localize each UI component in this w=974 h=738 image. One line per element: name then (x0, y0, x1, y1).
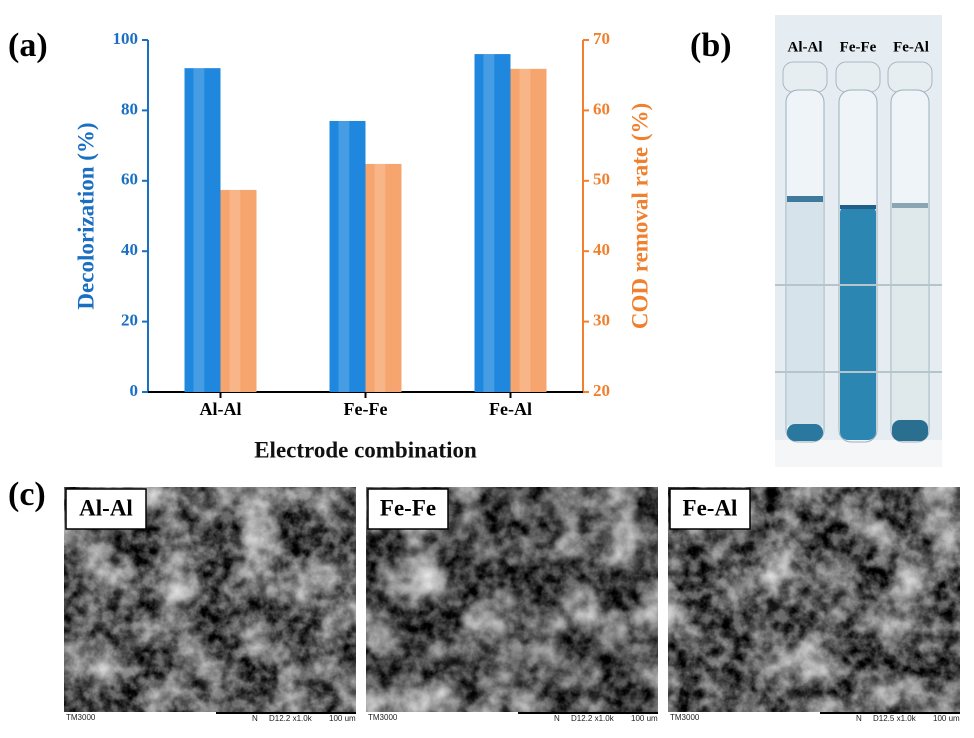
bar (365, 163, 402, 392)
sem-label: Fe-Fe (380, 495, 436, 520)
sem-footer-text: N (554, 714, 560, 723)
bar-highlight (193, 68, 205, 392)
y-tick-label: 20 (121, 311, 138, 330)
bar (329, 120, 366, 393)
panel-label: (b) (690, 27, 732, 64)
bar-highlight (519, 68, 531, 392)
sem-label-box (367, 488, 449, 530)
sem-footer-text: 100 um (631, 714, 658, 723)
sem-footer (64, 712, 356, 726)
sem-label: Al-Al (79, 495, 133, 520)
tube (835, 61, 881, 443)
sem-footer-text: D12.2 x1.0k (571, 714, 615, 723)
tube (782, 61, 828, 443)
panel-label: (c) (8, 476, 46, 513)
sem-panel: Al-Al TM3000 N D12.2 x1.0k 100 um Fe-Fe TM3000… (64, 487, 960, 726)
y2-tick-label: 40 (593, 240, 610, 259)
x-axis-title: Electrode combination (254, 437, 477, 462)
x-tick-label: Fe-Al (489, 399, 532, 419)
sem-footer-text: TM3000 (670, 713, 700, 722)
tube-label: Fe-Al (893, 39, 929, 55)
y2-tick-label: 60 (593, 99, 610, 118)
y-tick-label: 100 (113, 29, 139, 48)
bar (220, 189, 257, 392)
sem-footer-text: D12.2 x1.0k (269, 714, 313, 723)
sem-footer-text: N (252, 714, 258, 723)
tube-label: Al-Al (788, 39, 823, 55)
sem-label-box (669, 488, 751, 530)
y-tick-label: 60 (121, 170, 138, 189)
bar (184, 68, 221, 392)
y2-axis-title: COD removal rate (%) (627, 103, 652, 329)
y2-tick-label: 30 (593, 311, 610, 330)
bar-highlight (374, 163, 386, 392)
bar (474, 54, 511, 392)
bar-highlight (338, 120, 350, 393)
sem-footer (366, 712, 658, 726)
x-tick-label: Fe-Fe (344, 399, 388, 419)
sem-footer-text: TM3000 (66, 713, 96, 722)
y2-tick-label: 70 (593, 29, 610, 48)
y-tick-label: 40 (121, 240, 138, 259)
panel-label: (a) (8, 27, 48, 64)
y2-tick-label: 50 (593, 170, 610, 189)
bar-chart: 0 20 40 60 80 100 20 30 40 50 60 70 Decolorization (… (73, 29, 652, 462)
sem-footer-text: N (856, 714, 862, 723)
y-axis-title: Decolorization (%) (73, 122, 98, 309)
sem-label: Fe-Al (683, 495, 738, 520)
sem-footer-text: TM3000 (368, 713, 398, 722)
sem-footer-text: D12.5 x1.0k (873, 714, 917, 723)
bar (510, 68, 547, 392)
y-tick-label: 80 (121, 99, 138, 118)
tube-label: Fe-Fe (840, 39, 877, 55)
sem-footer (668, 712, 960, 726)
x-tick-label: Al-Al (200, 399, 242, 419)
bar-highlight (229, 189, 241, 392)
tube-photo: Al-Al Fe-Fe Fe-Al (775, 15, 942, 467)
sem-footer-text: 100 um (329, 714, 356, 723)
sem-label-box (65, 488, 147, 530)
y2-tick-label: 20 (593, 381, 610, 400)
bar-highlight (483, 54, 495, 392)
tube (887, 61, 933, 443)
y-tick-label: 0 (130, 381, 139, 400)
sem-footer-text: 100 um (933, 714, 960, 723)
